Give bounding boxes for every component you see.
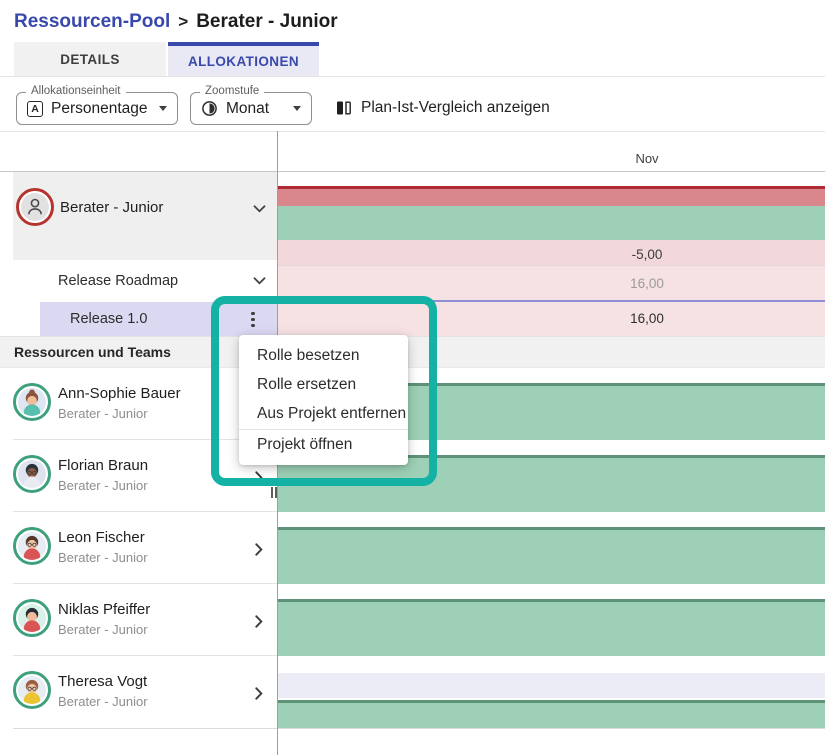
role-row-highlight bbox=[40, 302, 277, 336]
role-row-release-1-0[interactable]: Release 1.0 bbox=[0, 302, 277, 336]
role-allocation-cell[interactable]: 16,00 bbox=[630, 311, 664, 326]
person-row-2[interactable]: Florian Braun Berater - Junior bbox=[0, 440, 277, 512]
menu-item-4[interactable]: Projekt öffnen bbox=[257, 436, 353, 453]
chevron-right-icon[interactable] bbox=[249, 611, 269, 631]
toolbar-divider bbox=[0, 131, 825, 132]
menu-divider bbox=[239, 428, 408, 430]
plan-ist-label: Plan-Ist-Vergleich anzeigen bbox=[361, 99, 550, 116]
breadcrumb: Ressourcen-Pool > Berater - Junior bbox=[14, 11, 338, 33]
group-label: Berater - Junior bbox=[60, 199, 164, 216]
contrast-icon bbox=[201, 100, 218, 117]
project-duration-line bbox=[305, 300, 825, 302]
table-bottom-divider bbox=[13, 728, 825, 729]
allocation-bar bbox=[278, 527, 825, 584]
chevron-right-icon[interactable] bbox=[249, 539, 269, 559]
allocation-unit-label: Allokationseinheit bbox=[26, 85, 126, 97]
project-allocation-band bbox=[278, 265, 825, 302]
menu-item-2[interactable]: Rolle ersetzen bbox=[257, 375, 357, 393]
person-row-1[interactable]: Ann-Sophie Bauer Berater - Junior bbox=[0, 368, 277, 440]
zoom-level-value: Monat bbox=[226, 99, 270, 117]
context-menu: Rolle besetzen Rolle ersetzen Aus Projekt … bbox=[239, 335, 408, 465]
breadcrumb-current: Berater - Junior bbox=[196, 11, 338, 32]
breadcrumb-separator: > bbox=[178, 12, 189, 31]
person-row-3[interactable]: Leon Fischer Berater - Junior bbox=[0, 512, 277, 584]
person-avatar bbox=[13, 455, 51, 493]
tab-allokationen[interactable]: ALLOKATIONEN bbox=[168, 42, 319, 76]
person-icon bbox=[28, 198, 42, 215]
allocation-unit-select[interactable]: Allokationseinheit A Personentage bbox=[16, 85, 178, 125]
caret-down-icon bbox=[159, 106, 167, 111]
person-role: Berater - Junior bbox=[58, 478, 148, 493]
allocation-unit-value: Personentage bbox=[51, 99, 148, 117]
breadcrumb-link-ressourcen-pool[interactable]: Ressourcen-Pool bbox=[14, 11, 171, 32]
allocation-bar bbox=[278, 700, 825, 728]
chevron-down-icon[interactable] bbox=[249, 271, 269, 291]
caret-down-icon bbox=[293, 106, 301, 111]
person-name: Niklas Pfeiffer bbox=[58, 601, 151, 618]
menu-item-1[interactable]: Rolle besetzen bbox=[257, 346, 360, 364]
person-avatar bbox=[13, 671, 51, 709]
overallocation-bar bbox=[278, 186, 825, 206]
person-avatar bbox=[13, 599, 51, 637]
person-role: Berater - Junior bbox=[58, 694, 148, 709]
person-name: Florian Braun bbox=[58, 457, 149, 474]
letter-a-icon: A bbox=[27, 100, 43, 117]
allocation-bar bbox=[278, 599, 825, 656]
section-header-label: Ressourcen und Teams bbox=[14, 344, 171, 360]
group-diff-band bbox=[278, 240, 825, 265]
group-diff-cell[interactable]: -5,00 bbox=[631, 247, 663, 262]
zoom-level-label: Zoomstufe bbox=[200, 85, 265, 97]
project-allocation-cell[interactable]: 16,00 bbox=[630, 276, 664, 291]
person-name: Theresa Vogt bbox=[58, 673, 148, 690]
project-label: Release Roadmap bbox=[58, 273, 179, 289]
plan-ist-toggle[interactable]: Plan-Ist-Vergleich anzeigen bbox=[336, 99, 550, 117]
person-row-5[interactable]: Theresa Vogt Berater - Junior bbox=[0, 656, 277, 728]
person-role: Berater - Junior bbox=[58, 550, 148, 565]
plan-band bbox=[278, 673, 825, 698]
role-label: Release 1.0 bbox=[70, 311, 148, 327]
group-row-berater-junior[interactable]: Berater - Junior bbox=[13, 172, 277, 260]
project-row-release-roadmap[interactable]: Release Roadmap bbox=[0, 260, 277, 302]
person-avatar bbox=[13, 527, 51, 565]
person-row-4[interactable]: Niklas Pfeiffer Berater - Junior bbox=[0, 584, 277, 656]
group-capacity-bar bbox=[278, 206, 825, 240]
timeline-header-divider bbox=[0, 171, 825, 172]
person-avatar bbox=[13, 383, 51, 421]
kebab-menu-button[interactable] bbox=[244, 307, 262, 332]
role-group-avatar bbox=[16, 188, 54, 226]
chevron-right-icon[interactable] bbox=[249, 683, 269, 703]
role-allocation-band bbox=[278, 302, 825, 336]
compare-pages-icon bbox=[336, 100, 352, 116]
zoom-level-select[interactable]: Zoomstufe Monat bbox=[190, 85, 312, 125]
person-name: Ann-Sophie Bauer bbox=[58, 385, 181, 402]
menu-item-3[interactable]: Aus Projekt entfernen bbox=[257, 404, 407, 422]
tab-details[interactable]: DETAILS bbox=[14, 42, 166, 76]
tabs-divider bbox=[0, 76, 825, 77]
separator-drag-handle[interactable] bbox=[271, 487, 277, 498]
person-role: Berater - Junior bbox=[58, 406, 148, 421]
section-header-row: Ressourcen und Teams bbox=[0, 336, 825, 368]
month-header: Nov bbox=[635, 151, 659, 166]
chevron-down-icon[interactable] bbox=[249, 199, 269, 219]
chevron-right-icon[interactable] bbox=[249, 467, 269, 487]
person-name: Leon Fischer bbox=[58, 529, 145, 546]
person-role: Berater - Junior bbox=[58, 622, 148, 637]
